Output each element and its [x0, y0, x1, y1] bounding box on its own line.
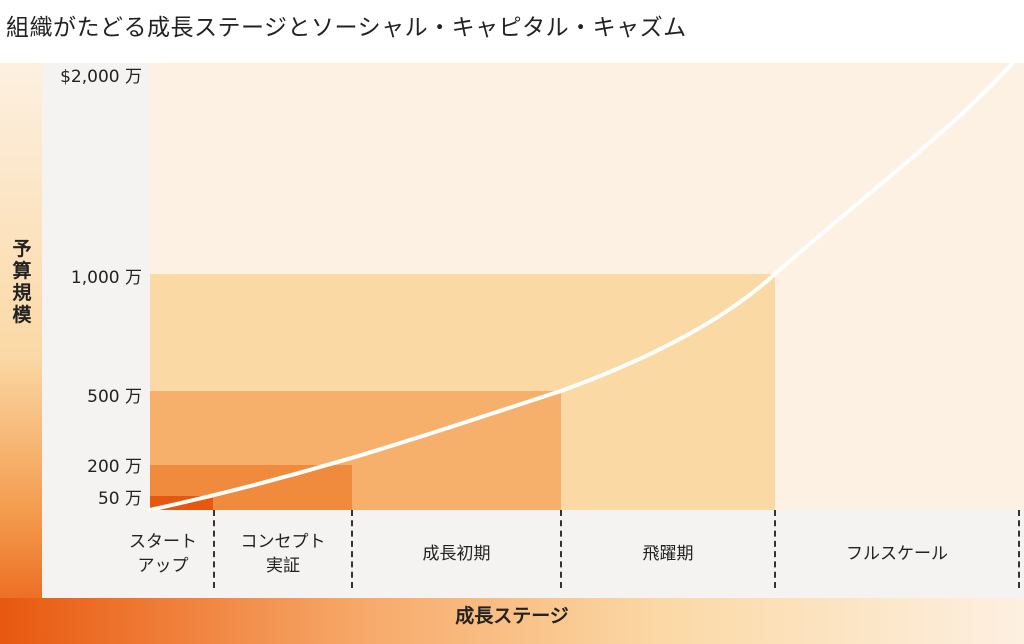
- y-tick-50: 50 万: [97, 489, 142, 509]
- y-axis-label: 予算規模: [12, 238, 32, 326]
- stage-label: コンセプト: [240, 532, 326, 552]
- stage-early-growth: 成長初期: [352, 510, 561, 598]
- y-label-column: [42, 63, 150, 598]
- stage-leap: 飛躍期: [561, 510, 775, 598]
- stage-label: フルスケール: [846, 544, 948, 564]
- stage-divider: [774, 510, 776, 588]
- stage-label: 飛躍期: [642, 544, 694, 564]
- stage-label: アップ: [137, 556, 189, 576]
- stage-divider: [1018, 510, 1020, 588]
- y-tick-500: 500 万: [87, 387, 142, 407]
- y-tick-2000: $2,000 万: [60, 67, 142, 87]
- x-axis-label: 成長ステージ: [455, 605, 569, 627]
- stage-divider: [351, 510, 353, 588]
- stage-label: 成長初期: [422, 544, 491, 564]
- stage-startup: スタート アップ: [110, 510, 216, 598]
- x-axis-gradient-bar: [0, 598, 1024, 644]
- page-title: 組織がたどる成長ステージとソーシャル・キャピタル・キャズム: [6, 15, 687, 41]
- stage-label: 実証: [266, 556, 300, 576]
- y-axis-gradient-bar: [0, 63, 42, 644]
- stage-proof-of-concept: コンセプト 実証: [214, 510, 352, 598]
- y-tick-1000: 1,000 万: [70, 268, 142, 288]
- stage-divider: [560, 510, 562, 588]
- y-tick-200: 200 万: [87, 457, 142, 477]
- stage-row: [150, 510, 1024, 598]
- stage-divider: [213, 510, 215, 588]
- stage-full-scale: フルスケール: [775, 510, 1019, 598]
- stage-label: スタート: [129, 532, 197, 552]
